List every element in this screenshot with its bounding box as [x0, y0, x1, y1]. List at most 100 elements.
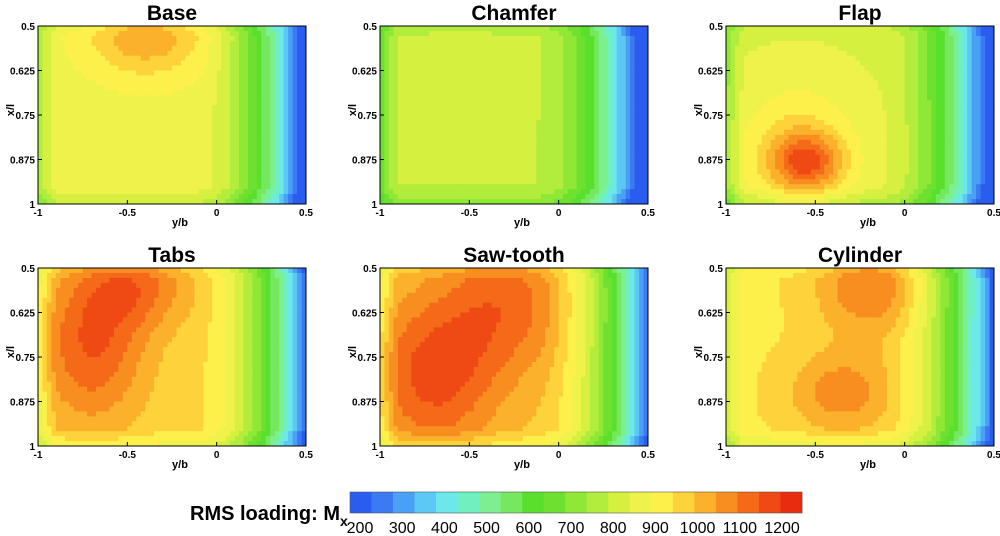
contour-cell [549, 119, 555, 126]
contour-cell [527, 174, 533, 180]
contour-cell [585, 184, 591, 190]
contour-cell [167, 194, 173, 200]
contour-cell [51, 164, 57, 170]
contour-cell [145, 194, 151, 200]
contour-cell [100, 45, 106, 52]
contour-cell [581, 149, 586, 155]
contour-cell [185, 90, 191, 96]
contour-cell [567, 95, 573, 101]
contour-cell [594, 169, 600, 175]
contour-cell [748, 40, 754, 47]
contour-cell [420, 169, 426, 175]
contour-cell [154, 159, 159, 165]
contour-cell [509, 45, 515, 52]
contour-cell [545, 154, 551, 160]
contour-cell [438, 199, 443, 205]
contour-cell [397, 80, 403, 86]
contour-cell [779, 164, 785, 170]
contour-cell [509, 139, 515, 146]
contour-cell [109, 100, 115, 106]
contour-cell [726, 159, 731, 165]
contour-cell [621, 164, 627, 170]
contour-cell [131, 40, 137, 47]
contour-cell [509, 60, 515, 66]
contour-cell [234, 119, 240, 126]
contour-cell [239, 85, 244, 91]
contour-cell [549, 194, 555, 200]
contour-cell [451, 184, 457, 190]
contour-cell [598, 144, 604, 151]
contour-cell [194, 154, 200, 160]
contour-cell [252, 110, 258, 116]
contour-cell [581, 179, 586, 185]
contour-cell [122, 139, 128, 146]
contour-cell [136, 139, 142, 146]
contour-cell [380, 115, 385, 121]
contour-cell [225, 189, 231, 195]
contour-cell [252, 55, 258, 62]
contour-cell [734, 129, 740, 136]
contour-cell [109, 35, 115, 42]
contour-cell [788, 30, 794, 37]
contour-cell [270, 105, 276, 111]
contour-cell [380, 45, 385, 52]
contour-cell [549, 95, 555, 101]
contour-cell [643, 50, 649, 57]
contour-cell [531, 164, 537, 170]
contour-cell [536, 144, 542, 151]
contour-cell [167, 115, 173, 121]
contour-cell [766, 90, 772, 96]
contour-cell [460, 50, 466, 57]
contour-cell [397, 26, 403, 32]
contour-cell [612, 80, 618, 86]
contour-cell [167, 174, 173, 180]
contour-cell [411, 174, 417, 180]
contour-cell [797, 45, 803, 52]
contour-cell [221, 35, 226, 42]
contour-cell [180, 26, 186, 32]
contour-cell [279, 50, 285, 57]
contour-cell [301, 119, 307, 126]
contour-cell [265, 199, 271, 205]
contour-cell [554, 65, 560, 71]
contour-cell [788, 80, 794, 86]
contour-cell [757, 65, 763, 71]
contour-cell [572, 100, 577, 106]
contour-cell [247, 174, 253, 180]
contour-cell [69, 179, 75, 185]
contour-cell [274, 35, 280, 42]
contour-cell [243, 134, 249, 141]
contour-cell [775, 100, 780, 106]
contour-cell [518, 105, 524, 111]
contour-cell [607, 40, 613, 47]
contour-cell [630, 149, 635, 155]
contour-cell [531, 129, 537, 136]
contour-cell [38, 100, 43, 106]
contour-cell [380, 169, 385, 175]
contour-cell [203, 124, 209, 131]
contour-cell [567, 149, 573, 155]
contour-cell [279, 149, 285, 155]
contour-cell [140, 164, 146, 170]
contour-cell [91, 30, 97, 37]
contour-cell [634, 174, 640, 180]
contour-cell [46, 60, 52, 66]
contour-cell [283, 80, 289, 86]
contour-cell [549, 45, 555, 52]
contour-cell [73, 159, 79, 165]
contour-cell [122, 55, 128, 62]
contour-cell [536, 60, 542, 66]
contour-cell [149, 95, 155, 101]
contour-cell [567, 30, 573, 37]
contour-cell [429, 80, 434, 86]
contour-cell [581, 35, 586, 42]
contour-cell [297, 184, 302, 190]
contour-cell [406, 90, 412, 96]
contour-cell [301, 105, 307, 111]
contour-cell [131, 115, 137, 121]
contour-cell [549, 55, 555, 62]
contour-cell [397, 70, 403, 76]
contour-cell [545, 60, 551, 66]
contour-cell [801, 35, 807, 42]
contour-cell [639, 115, 644, 121]
